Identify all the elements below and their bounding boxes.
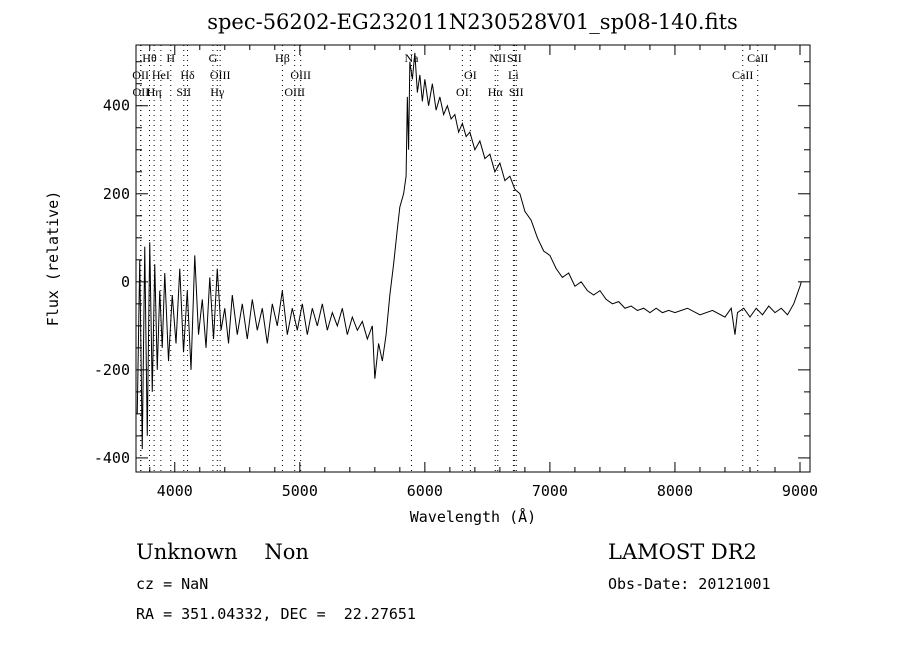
line-marker-label: SII <box>176 85 191 99</box>
line-marker-label: SII <box>509 85 524 99</box>
y-axis-label: Flux (relative) <box>44 191 62 326</box>
line-marker-label: HeI <box>152 68 170 82</box>
x-tick-label: 8000 <box>657 482 693 500</box>
y-tick-label: 0 <box>121 273 130 291</box>
line-marker-label: Hγ <box>210 85 225 99</box>
y-tick-label: -400 <box>94 449 130 467</box>
line-marker-label: OIII <box>290 68 311 82</box>
obs-date-label: Obs-Date: 20121001 <box>608 575 771 593</box>
line-marker-label: Hβ <box>275 51 290 65</box>
line-marker-label: OIII <box>284 85 305 99</box>
line-marker-label: G <box>209 51 218 65</box>
line-marker-label: H <box>166 51 175 65</box>
line-marker-label: Hη <box>147 85 162 99</box>
chart-title: spec-56202-EG232011N230528V01_sp08-140.f… <box>207 10 738 34</box>
survey-label: LAMOST DR2 <box>608 540 757 564</box>
line-marker-label: CaII <box>747 51 768 65</box>
line-marker-label: OIII <box>210 68 231 82</box>
x-axis-label: Wavelength (Å) <box>410 507 536 526</box>
line-marker-label: Hα <box>488 85 504 99</box>
line-marker-label: OI <box>464 68 477 82</box>
y-tick-label: -200 <box>94 361 130 379</box>
x-tick-label: 4000 <box>157 482 193 500</box>
coords-label: RA = 351.04332, DEC = 22.27651 <box>136 605 416 623</box>
line-marker-label: OI <box>456 85 469 99</box>
y-tick-label: 400 <box>103 97 130 115</box>
line-marker-label: Na <box>404 51 419 65</box>
line-marker-label: NII <box>489 51 506 65</box>
line-marker-label: SII <box>507 51 522 65</box>
x-tick-label: 6000 <box>407 482 443 500</box>
line-marker-label: Hδ <box>180 68 195 82</box>
spectrum-line <box>136 52 802 450</box>
plot-frame <box>135 44 811 473</box>
x-tick-label: 9000 <box>782 482 818 500</box>
line-marker-label: OII <box>133 85 150 99</box>
line-marker-label: Hθ <box>142 51 157 65</box>
class-label: Unknown Non <box>136 540 309 564</box>
y-tick-label: 200 <box>103 185 130 203</box>
line-marker-label: CaII <box>732 68 753 82</box>
cz-label: cz = NaN <box>136 575 209 593</box>
x-tick-label: 5000 <box>282 482 318 500</box>
line-marker-label: Li <box>508 68 519 82</box>
x-tick-label: 7000 <box>532 482 568 500</box>
